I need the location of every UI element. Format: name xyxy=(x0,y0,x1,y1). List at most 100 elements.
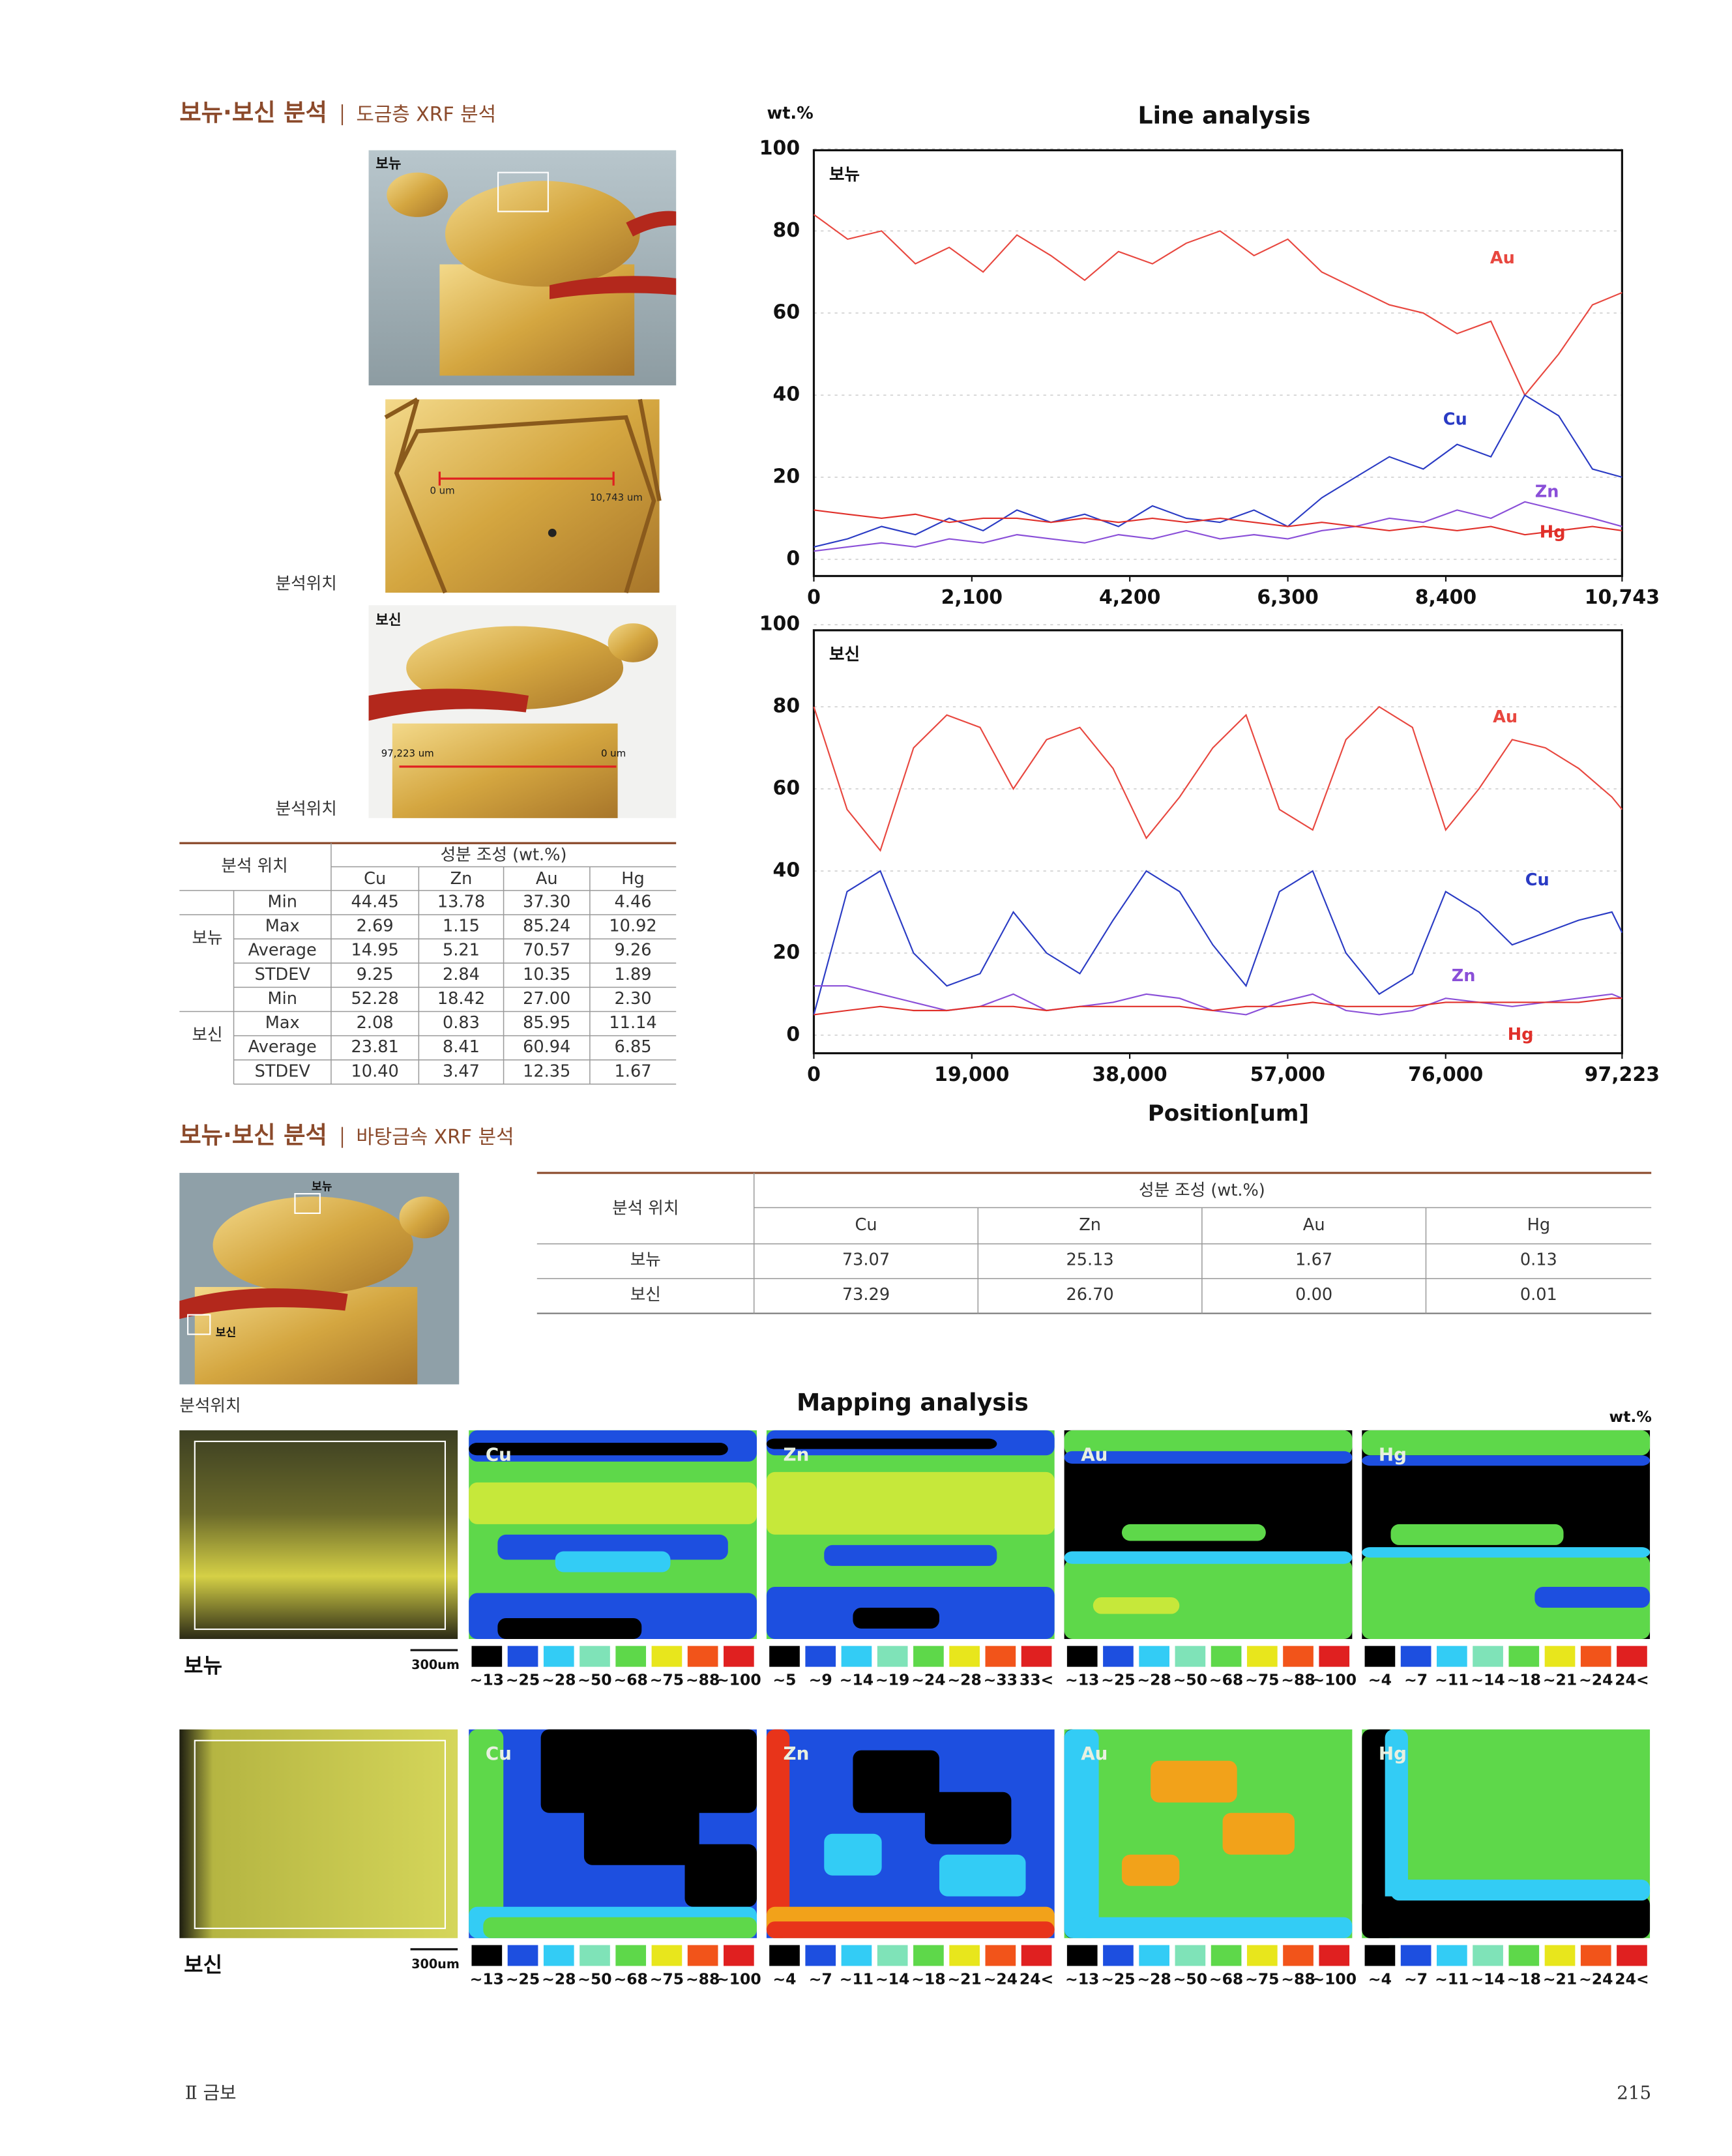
cord xyxy=(626,211,677,237)
cell: 25.13 xyxy=(1066,1250,1113,1269)
series-label: Zn xyxy=(1452,966,1476,986)
section-title: 보뉴·보신 분석 xyxy=(179,98,327,126)
x-tick-label: 0 xyxy=(807,1063,821,1086)
caption: 분석위치 xyxy=(276,574,337,593)
legend-label: ~11 xyxy=(1435,1970,1469,1988)
map-region xyxy=(583,1802,699,1865)
legend-swatch xyxy=(1021,1646,1052,1667)
legend-swatch xyxy=(1103,1945,1134,1966)
scale-label: 300um xyxy=(411,1657,460,1672)
legend-swatch xyxy=(1246,1945,1278,1966)
legend-swatch xyxy=(949,1945,980,1966)
legend-label: 33< xyxy=(1020,1670,1053,1689)
panel-label: 보신 xyxy=(829,645,860,664)
legend-swatch xyxy=(985,1646,1016,1667)
plot-frame xyxy=(812,149,1623,578)
map-region xyxy=(1362,1455,1651,1466)
turtle-shell xyxy=(406,626,624,710)
series-label: Cu xyxy=(1443,409,1467,429)
legend-swatch xyxy=(1139,1945,1170,1966)
map-region xyxy=(1362,1547,1651,1558)
cell: 5.21 xyxy=(443,941,480,960)
unit-label: wt.% xyxy=(1609,1408,1652,1426)
legend-label: ~21 xyxy=(1543,1670,1577,1689)
group-label: 보신 xyxy=(192,1026,222,1045)
series-label: Au xyxy=(1493,707,1518,727)
legend-swatch xyxy=(1175,1945,1206,1966)
legend-label: 24< xyxy=(1020,1970,1053,1988)
legend-swatch xyxy=(615,1646,647,1667)
legend-swatch xyxy=(1175,1646,1206,1667)
legend-label: ~18 xyxy=(1507,1970,1541,1988)
legend-label: ~88 xyxy=(686,1970,720,1988)
cord xyxy=(179,1288,348,1320)
map-region xyxy=(1064,1451,1353,1464)
cell: 23.81 xyxy=(351,1037,399,1057)
cell: 6.85 xyxy=(615,1037,652,1057)
section-subtitle: 도금층 XRF 분석 xyxy=(356,104,496,126)
photo-label: 보뉴 xyxy=(312,1180,332,1193)
legend-swatch xyxy=(1319,1646,1350,1667)
cell: 73.29 xyxy=(842,1285,890,1305)
legend-swatch xyxy=(1508,1646,1540,1667)
map-region xyxy=(469,1443,728,1456)
legend-label: ~50 xyxy=(1173,1970,1207,1988)
column-header: Cu xyxy=(855,1215,877,1235)
legend-label: ~14 xyxy=(875,1970,909,1988)
legend-swatch xyxy=(1400,1646,1431,1667)
legend-label: ~68 xyxy=(1209,1970,1243,1988)
legend-swatch xyxy=(724,1646,754,1667)
legend-swatch xyxy=(471,1945,503,1966)
legend-label: ~100 xyxy=(716,1970,761,1988)
legend-swatch xyxy=(769,1646,800,1667)
spot xyxy=(548,528,557,537)
legend-swatch xyxy=(1103,1646,1134,1667)
series-line xyxy=(813,705,1623,852)
legend-label: ~75 xyxy=(650,1970,684,1988)
element-label: Zn xyxy=(784,1743,810,1764)
map-region xyxy=(939,1854,1026,1897)
area-box xyxy=(187,1314,211,1335)
map-region xyxy=(766,1438,997,1449)
cord xyxy=(549,276,677,299)
turtle-shell xyxy=(445,181,640,287)
y-tick-label: 80 xyxy=(773,695,800,718)
legend-label: ~13 xyxy=(470,1970,504,1988)
legend-swatch xyxy=(687,1945,718,1966)
legend-swatch xyxy=(1283,1945,1314,1966)
element-label: Au xyxy=(1081,1443,1108,1465)
map-region xyxy=(540,1729,757,1813)
legend-swatch xyxy=(805,1646,836,1667)
legend-label: ~4 xyxy=(1368,1670,1392,1689)
column-header: Hg xyxy=(621,869,645,889)
legend-label: ~14 xyxy=(1471,1670,1504,1689)
legend-label: ~11 xyxy=(1435,1670,1469,1689)
area-box xyxy=(194,1440,447,1631)
legend-label: ~9 xyxy=(809,1670,832,1689)
row-label: 보신 xyxy=(184,1952,222,1977)
map-region xyxy=(1093,1597,1180,1614)
y-tick-label: 100 xyxy=(759,137,800,160)
caption: 분석위치 xyxy=(179,1396,241,1416)
scale-label: 300um xyxy=(411,1957,460,1971)
cell: 2.69 xyxy=(357,917,394,936)
cell: 10.92 xyxy=(609,917,656,936)
cell: 44.45 xyxy=(351,892,399,911)
x-tick-label: 6,300 xyxy=(1257,586,1318,609)
legend-label: ~50 xyxy=(578,1970,611,1988)
legend-swatch xyxy=(580,1945,610,1966)
element-label: Au xyxy=(1081,1743,1108,1764)
x-tick-label: 19,000 xyxy=(934,1063,1009,1086)
map-region xyxy=(497,1534,728,1560)
legend-swatch xyxy=(1021,1945,1052,1966)
element-label: Cu xyxy=(486,1743,512,1764)
y-tick-label: 0 xyxy=(786,547,800,570)
cell: 2.08 xyxy=(357,1013,394,1033)
map-region xyxy=(1222,1812,1295,1855)
legend-label: ~14 xyxy=(1471,1970,1504,1988)
series-line xyxy=(814,501,1622,552)
area-box xyxy=(294,1192,321,1215)
cell: 12.35 xyxy=(523,1061,570,1081)
y-axis-label: wt.% xyxy=(767,104,814,123)
legend-swatch xyxy=(1211,1945,1242,1966)
